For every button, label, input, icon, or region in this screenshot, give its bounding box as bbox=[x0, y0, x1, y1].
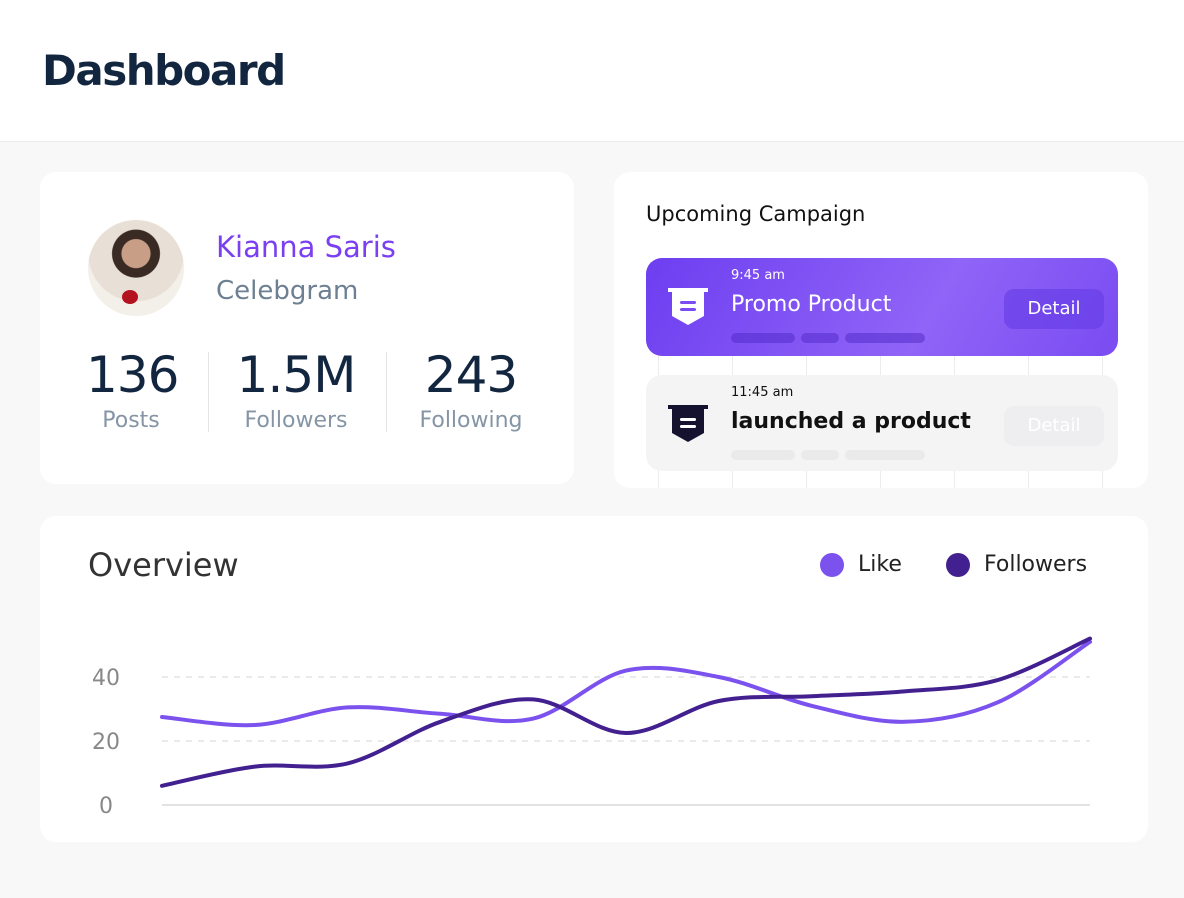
stat-following: 243 Following bbox=[412, 346, 530, 433]
campaign-name: Promo Product bbox=[731, 292, 892, 317]
placeholder-bars bbox=[731, 450, 925, 460]
profile-name: Kianna Saris bbox=[216, 230, 396, 264]
detail-button[interactable]: Detail bbox=[1004, 406, 1104, 446]
legend-dot bbox=[946, 552, 970, 577]
bookmark-list-icon bbox=[668, 288, 708, 325]
stat-posts: 136 Posts bbox=[86, 346, 179, 433]
legend-label: Followers bbox=[984, 552, 1088, 577]
stat-label: Following bbox=[419, 408, 523, 433]
avatar bbox=[88, 220, 184, 316]
divider bbox=[208, 352, 209, 432]
page-title: Dashboard bbox=[42, 46, 286, 95]
campaign-name: launched a product bbox=[731, 409, 971, 434]
campaign-card: Upcoming Campaign 9:45 am Promo Product … bbox=[614, 172, 1148, 488]
campaign-item[interactable]: 9:45 am Promo Product Detail bbox=[646, 258, 1118, 356]
divider bbox=[386, 352, 387, 432]
campaign-time: 11:45 am bbox=[731, 385, 794, 400]
detail-button[interactable]: Detail bbox=[1004, 289, 1104, 329]
legend-followers: Followers bbox=[946, 552, 1087, 577]
y-tick-label: 20 bbox=[92, 730, 120, 755]
campaign-title: Upcoming Campaign bbox=[646, 202, 866, 226]
stat-value: 136 bbox=[86, 346, 179, 404]
stat-label: Followers bbox=[244, 408, 348, 433]
stat-value: 243 bbox=[424, 346, 518, 404]
campaign-item[interactable]: 11:45 am launched a product Detail bbox=[646, 375, 1118, 471]
profile-card: Kianna Saris Celebgram 136 Posts 1.5M Foll… bbox=[40, 172, 574, 484]
stat-value: 1.5M bbox=[236, 346, 357, 404]
series-line-followers bbox=[160, 636, 1092, 788]
stat-label: Posts bbox=[102, 408, 160, 433]
profile-role: Celebgram bbox=[216, 276, 359, 306]
overview-title: Overview bbox=[88, 546, 239, 584]
legend-dot bbox=[820, 552, 844, 577]
placeholder-bars bbox=[731, 333, 925, 343]
y-tick-label: 0 bbox=[99, 794, 113, 819]
overview-chart: 0 20 40 bbox=[92, 636, 1092, 819]
bookmark-list-icon bbox=[668, 405, 708, 442]
campaign-time: 9:45 am bbox=[731, 268, 785, 283]
series-line-like bbox=[160, 639, 1092, 728]
y-tick-label: 40 bbox=[92, 666, 120, 691]
overview-card: Overview Like Followers 0 20 40 bbox=[40, 516, 1148, 842]
legend-label: Like bbox=[858, 552, 902, 577]
legend-like: Like bbox=[820, 552, 902, 577]
header: Dashboard bbox=[0, 0, 1184, 142]
stat-followers: 1.5M Followers bbox=[232, 346, 360, 433]
